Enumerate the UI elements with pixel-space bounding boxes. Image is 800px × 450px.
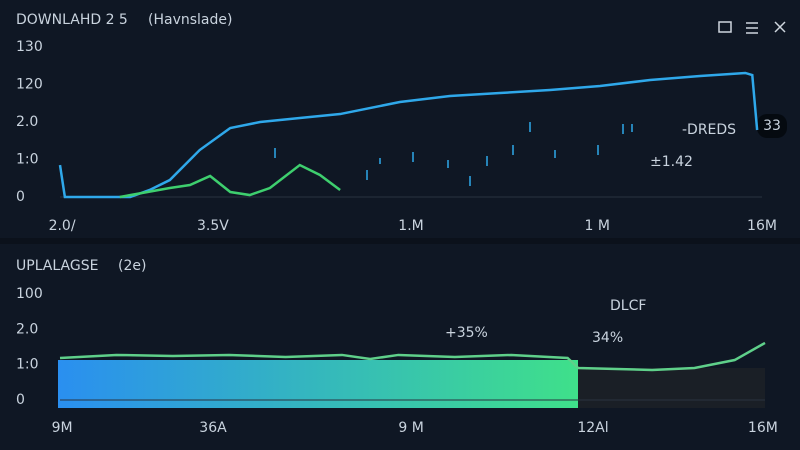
- x-tick-label: 1 M: [585, 218, 610, 234]
- x-tick-label: 16M: [747, 218, 777, 234]
- x-tick-label: 2.0/: [49, 218, 76, 234]
- x-tick-label: 9 M: [398, 420, 423, 436]
- x-tick-label: 1.M: [398, 218, 423, 234]
- y-tick-label: 0: [16, 189, 25, 205]
- y-tick-label: 130: [16, 39, 43, 55]
- y-tick-label: 2.0: [16, 114, 38, 130]
- x-tick-label: 12Al: [577, 420, 608, 436]
- window-controls[interactable]: [718, 21, 786, 34]
- badge-text: 33: [763, 118, 781, 134]
- line-series: [58, 71, 759, 199]
- panel-subtitle: (Havnslade): [148, 12, 232, 28]
- y-tick-label: 0: [16, 392, 25, 408]
- annotation: 34%: [592, 330, 623, 346]
- x-tick-label: 3.5V: [197, 218, 229, 234]
- panel-title: UPLALAGSE: [16, 258, 98, 274]
- annotation: +35%: [445, 325, 488, 341]
- line-series: [59, 341, 766, 372]
- y-tick-label: 1:0: [16, 357, 39, 373]
- close-icon[interactable]: [774, 21, 786, 33]
- panel-title: DOWNLAHD 2 5: [16, 12, 128, 28]
- area-fill: [578, 368, 765, 408]
- panel-subtitle: (2e): [118, 258, 146, 274]
- x-tick-label: 9M: [52, 420, 73, 436]
- line-series: [119, 163, 341, 199]
- spikes: [274, 122, 633, 186]
- annotation: DLCF: [610, 298, 646, 314]
- y-tick-label: 1:0: [16, 152, 39, 168]
- annotation: ±1.42: [650, 154, 693, 170]
- y-tick-label: 120: [16, 77, 43, 93]
- x-tick-label: 16M: [748, 420, 778, 436]
- y-tick-label: 100: [16, 286, 43, 302]
- annotation: -DREDS: [682, 122, 736, 138]
- area-fill: [58, 360, 578, 408]
- y-tick-label: 2.0: [16, 321, 38, 337]
- badge: [757, 114, 787, 138]
- x-tick-label: 36A: [199, 420, 227, 436]
- panel: [0, 0, 800, 238]
- menu-icon[interactable]: [746, 22, 758, 34]
- icon[interactable]: [718, 21, 732, 33]
- panel: [0, 244, 800, 450]
